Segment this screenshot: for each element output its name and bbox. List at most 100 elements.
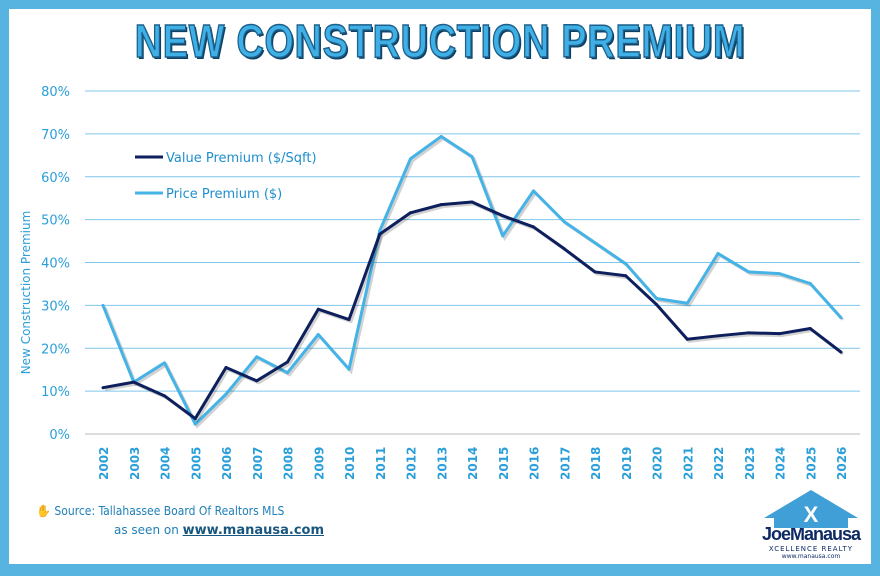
hand-icon: ✋ <box>36 504 51 518</box>
data-point <box>839 316 843 320</box>
y-tick-label: 60% <box>41 171 70 186</box>
x-tick-label: 2024 <box>774 447 788 480</box>
data-point <box>562 220 566 224</box>
y-tick-label: 0% <box>49 428 70 443</box>
x-tick-label: 2022 <box>712 447 726 480</box>
data-point <box>224 392 228 396</box>
y-tick-label: 80% <box>41 85 70 100</box>
company-logo: X JoeManausa XCELLENCE REALTY www.manaus… <box>756 488 866 568</box>
data-point <box>501 234 505 238</box>
data-point <box>747 331 751 335</box>
data-point <box>347 367 351 371</box>
data-point <box>655 303 658 307</box>
data-point <box>532 225 535 229</box>
data-point <box>624 274 628 278</box>
data-point <box>685 301 689 305</box>
series-line <box>101 134 843 426</box>
x-tick-label: 2008 <box>282 447 296 480</box>
source-note: ✋ Source: Tallahassee Board Of Realtors … <box>36 504 284 518</box>
series-line <box>102 200 842 421</box>
data-point <box>716 334 720 338</box>
data-point <box>839 350 843 354</box>
data-point <box>255 355 259 359</box>
data-point <box>286 360 289 364</box>
data-point <box>316 307 320 311</box>
x-tick-label: 2009 <box>312 447 326 480</box>
series-shadow <box>104 202 844 423</box>
data-point <box>132 380 136 384</box>
x-tick-label: 2014 <box>466 447 480 480</box>
x-tick-label: 2011 <box>374 447 388 480</box>
logo-url: www.manausa.com <box>781 553 841 560</box>
data-point <box>808 282 812 286</box>
x-tick-label: 2019 <box>620 447 634 480</box>
data-point <box>470 200 474 204</box>
data-point <box>747 270 751 274</box>
seen-on: as seen on www.manausa.com <box>114 523 324 538</box>
x-tick-label: 2016 <box>528 447 542 480</box>
x-tick-label: 2017 <box>558 447 572 480</box>
y-tick-label: 30% <box>41 299 70 314</box>
data-point <box>193 422 197 426</box>
y-tick-label: 40% <box>41 257 70 272</box>
x-tick-label: 2018 <box>589 447 603 480</box>
house-icon: X <box>764 490 858 528</box>
x-tick-label: 2025 <box>804 447 818 480</box>
data-point <box>163 394 166 398</box>
x-tick-label: 2004 <box>159 447 173 480</box>
data-point <box>101 303 105 307</box>
data-point <box>409 211 412 215</box>
chart-card <box>9 9 871 564</box>
data-point <box>439 203 443 207</box>
data-point <box>286 371 289 375</box>
x-tick-label: 2006 <box>220 447 234 480</box>
data-point <box>501 214 505 218</box>
y-tick-label: 70% <box>41 128 70 143</box>
data-point <box>224 366 228 370</box>
x-tick-label: 2013 <box>435 447 449 480</box>
data-point <box>593 241 597 245</box>
chart-title: NEW CONSTRUCTION PREMIUM <box>134 14 746 68</box>
x-tick-label: 2021 <box>681 447 695 480</box>
logo-name: JoeManausa <box>761 524 861 544</box>
seen-on-text: as seen on <box>114 523 179 537</box>
website-link[interactable]: www.manausa.com <box>182 523 325 538</box>
x-tick-label: 2015 <box>497 447 511 480</box>
data-point <box>808 327 812 331</box>
data-point <box>685 337 689 341</box>
x-tick-label: 2010 <box>343 447 357 480</box>
data-point <box>101 386 105 390</box>
legend-label: Price Premium ($) <box>166 187 282 202</box>
svg-text:X: X <box>804 502 819 527</box>
data-point <box>439 134 443 138</box>
x-tick-label: 2026 <box>835 447 849 480</box>
data-point <box>778 332 781 336</box>
data-point <box>163 361 166 365</box>
y-tick-label: 10% <box>41 385 70 400</box>
data-point <box>347 318 351 322</box>
data-point <box>562 247 566 251</box>
data-point <box>778 272 781 276</box>
x-tick-label: 2005 <box>189 447 203 480</box>
data-point <box>655 297 658 301</box>
data-point <box>378 232 382 236</box>
logo-tagline: XCELLENCE REALTY <box>768 545 854 553</box>
legend-label: Value Premium ($/Sqft) <box>166 151 317 166</box>
source-text: Source: Tallahassee Board Of Realtors ML… <box>54 504 285 518</box>
x-tick-label: 2003 <box>128 447 142 480</box>
data-point <box>409 157 412 161</box>
x-tick-label: 2020 <box>651 447 665 480</box>
data-point <box>716 251 720 255</box>
data-point <box>255 379 259 383</box>
data-point <box>532 189 535 193</box>
data-point <box>470 155 474 159</box>
y-tick-label: 50% <box>41 214 70 229</box>
y-axis-label: New Construction Premium <box>19 211 33 375</box>
data-point <box>193 417 197 421</box>
x-tick-label: 2012 <box>405 447 419 480</box>
data-point <box>378 229 382 233</box>
data-point <box>624 262 628 266</box>
x-tick-label: 2007 <box>251 447 265 480</box>
x-tick-label: 2023 <box>743 447 757 480</box>
